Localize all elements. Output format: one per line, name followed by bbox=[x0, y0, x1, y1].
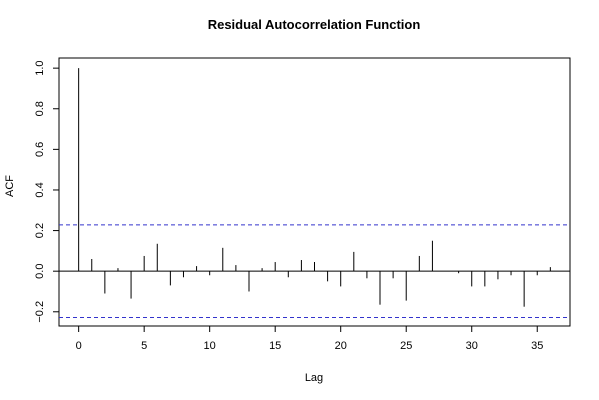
y-tick-label-5: 0.8 bbox=[34, 101, 46, 116]
y-tick-label-6: 1.0 bbox=[34, 61, 46, 76]
x-tick-label-25: 25 bbox=[400, 340, 412, 352]
y-tick-label-2: 0.2 bbox=[34, 223, 46, 238]
x-tick-label-35: 35 bbox=[531, 340, 543, 352]
y-tick-label-3: 0.4 bbox=[34, 182, 46, 197]
x-tick-label-5: 5 bbox=[141, 340, 147, 352]
x-axis-label: Lag bbox=[305, 372, 323, 384]
y-axis-label: ACF bbox=[4, 175, 16, 197]
x-tick-label-0: 0 bbox=[76, 340, 82, 352]
y-tick-label-0: −0.2 bbox=[34, 301, 46, 323]
x-tick-label-30: 30 bbox=[466, 340, 478, 352]
plot-area: 0 5 10 15 20 25 30 35 −0.2 0.0 0.2 0.4 0.6 0.8 1.0 bbox=[34, 57, 571, 352]
y-tick-label-4: 0.6 bbox=[34, 142, 46, 157]
chart-title: Residual Autocorrelation Function bbox=[208, 17, 421, 32]
x-tick-label-10: 10 bbox=[204, 340, 216, 352]
x-tick-label-15: 15 bbox=[269, 340, 281, 352]
x-tick-label-20: 20 bbox=[335, 340, 347, 352]
y-tick-label-1: 0.0 bbox=[34, 264, 46, 279]
plot-frame bbox=[58, 57, 571, 327]
